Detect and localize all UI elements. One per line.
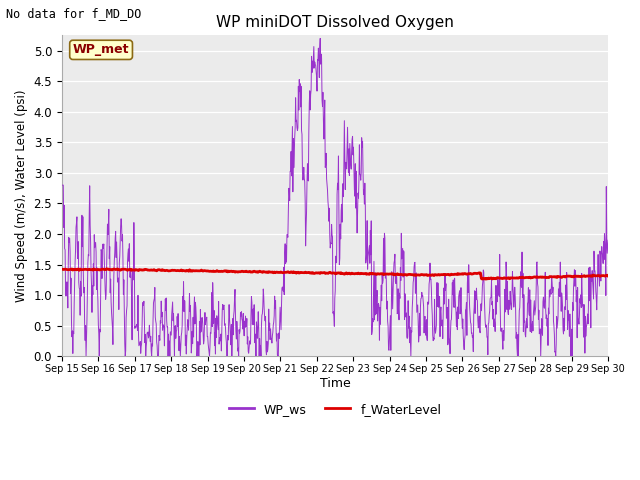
Legend: WP_ws, f_WaterLevel: WP_ws, f_WaterLevel bbox=[224, 398, 446, 420]
Title: WP miniDOT Dissolved Oxygen: WP miniDOT Dissolved Oxygen bbox=[216, 15, 454, 30]
Text: WP_met: WP_met bbox=[73, 43, 129, 56]
X-axis label: Time: Time bbox=[319, 377, 350, 390]
Text: No data for f_MD_DO: No data for f_MD_DO bbox=[6, 7, 142, 20]
Y-axis label: Wind Speed (m/s), Water Level (psi): Wind Speed (m/s), Water Level (psi) bbox=[15, 90, 28, 302]
